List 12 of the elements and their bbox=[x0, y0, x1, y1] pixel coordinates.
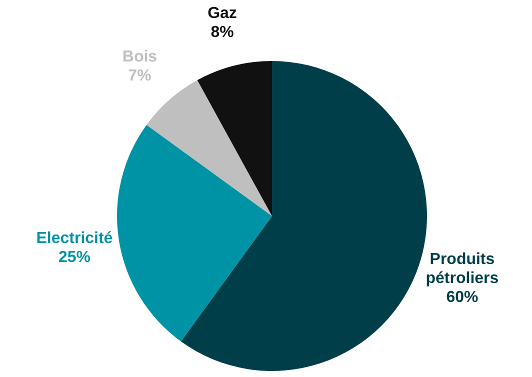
data-label: 8% bbox=[210, 24, 234, 41]
slice-label: Gaz bbox=[208, 4, 237, 22]
pie-slice bbox=[146, 80, 272, 216]
pie-slice bbox=[117, 124, 272, 342]
slice-label: Produits pétroliers bbox=[426, 250, 499, 287]
data-label: 25% bbox=[58, 248, 90, 266]
slice-label: Bois bbox=[122, 48, 158, 66]
pie-slice bbox=[197, 61, 272, 216]
data-label: 60% bbox=[446, 288, 478, 306]
data-label: 7% bbox=[128, 67, 152, 84]
pie-slice bbox=[180, 61, 427, 371]
slice-label: Electricité bbox=[36, 230, 113, 247]
